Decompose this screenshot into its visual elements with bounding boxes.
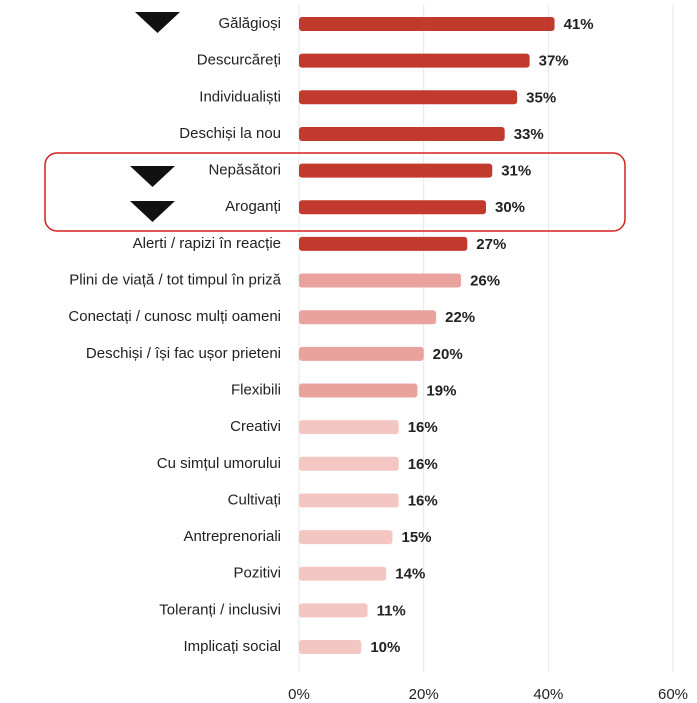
category-label: Pozitivi [233, 565, 281, 582]
category-label: Individualiști [199, 88, 281, 105]
bar [299, 346, 424, 361]
value-label: 15% [402, 529, 432, 546]
category-label: Antreprenoriali [183, 528, 281, 545]
bar [299, 456, 399, 471]
category-label: Plini de viață / tot timpul în priză [69, 272, 281, 289]
bar [299, 236, 468, 251]
category-label: Descurcăreți [197, 52, 281, 69]
bar [299, 383, 418, 398]
bar [299, 200, 486, 215]
value-label: 16% [408, 492, 438, 509]
category-label: Cultivați [228, 491, 281, 508]
highlight-box [44, 152, 626, 232]
bar [299, 273, 462, 288]
bar [299, 310, 437, 325]
category-label: Alerti / rapizi în reacție [133, 235, 281, 252]
value-label: 37% [539, 53, 569, 70]
value-label: 20% [433, 346, 463, 363]
bar [299, 603, 368, 618]
category-label: Implicați social [183, 638, 281, 655]
category-label: Deschiși la nou [179, 125, 281, 142]
category-label: Cu simțul umorului [157, 455, 281, 472]
value-label: 16% [408, 419, 438, 436]
bar [299, 163, 493, 178]
arrow-down [130, 201, 175, 222]
value-label: 33% [514, 126, 544, 143]
category-label: Conectați / cunosc mulți oameni [68, 308, 281, 325]
value-label: 35% [526, 89, 556, 106]
value-label: 31% [501, 163, 531, 180]
bar [299, 493, 399, 508]
category-label: Flexibili [231, 381, 281, 398]
x-tick-label: 60% [658, 686, 688, 703]
bar [299, 53, 530, 68]
bar [299, 126, 505, 141]
category-label: Nepăsători [208, 162, 281, 179]
value-label: 16% [408, 456, 438, 473]
category-label: Creativi [230, 418, 281, 435]
value-label: 19% [426, 382, 456, 399]
value-label: 10% [370, 639, 400, 656]
category-label: Gălăgioși [218, 15, 281, 32]
bar [299, 90, 518, 105]
category-label: Deschiși / își fac ușor prieteni [86, 345, 281, 362]
value-label: 27% [476, 236, 506, 253]
arrow-down [135, 12, 180, 33]
bar [299, 566, 387, 581]
x-tick-label: 20% [409, 686, 439, 703]
value-label: 11% [377, 602, 406, 619]
value-label: 22% [445, 309, 475, 326]
value-label: 41% [564, 16, 594, 33]
bar [299, 17, 555, 31]
value-label: 26% [470, 273, 500, 290]
x-tick-label: 0% [288, 686, 310, 703]
value-label: 30% [495, 199, 525, 216]
category-label: Toleranți / inclusivi [159, 601, 281, 618]
x-tick-label: 40% [533, 686, 563, 703]
bar [299, 640, 362, 655]
bar [299, 420, 399, 435]
category-label: Aroganți [225, 198, 281, 215]
arrow-down [130, 166, 175, 187]
bar [299, 530, 393, 545]
value-label: 14% [395, 566, 425, 583]
